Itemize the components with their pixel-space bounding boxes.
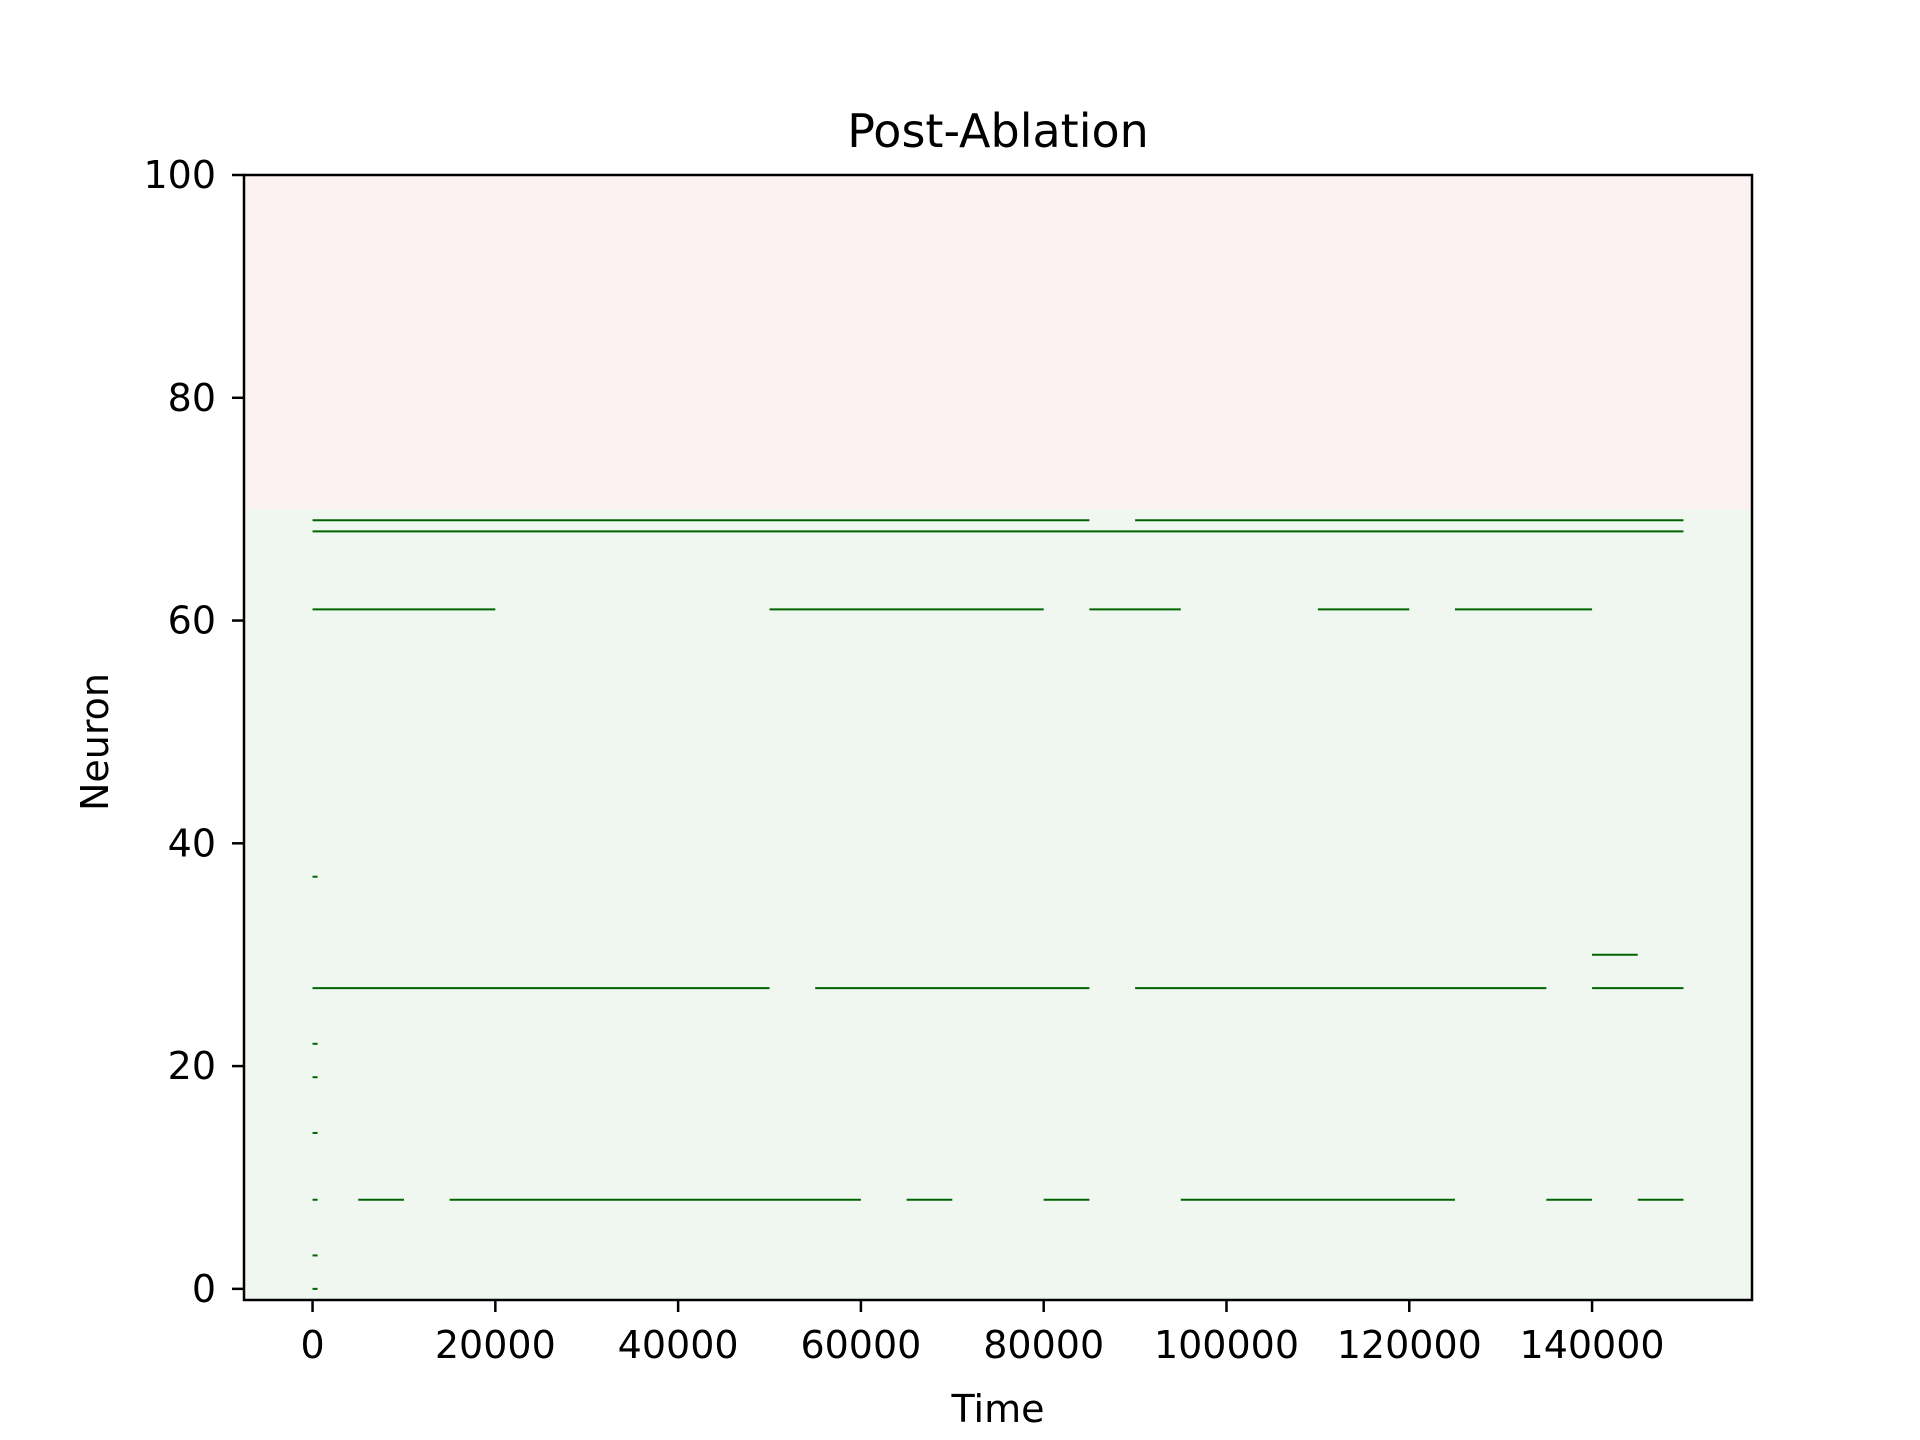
y-tick-label: 40 [168, 821, 216, 865]
spike-segments [312, 519, 1684, 1290]
region-band-0 [244, 175, 1752, 510]
background-regions [244, 175, 1752, 1300]
x-axis-label: Time [951, 1387, 1045, 1431]
y-tick-label: 100 [143, 153, 216, 197]
y-tick-label: 0 [192, 1267, 216, 1311]
x-tick-label: 140000 [1520, 1323, 1665, 1367]
y-tick-label: 60 [168, 599, 216, 643]
x-tick-label: 100000 [1154, 1323, 1299, 1367]
x-tick-label: 20000 [435, 1323, 556, 1367]
x-axis-ticks: 0 20000 40000 60000 80000 100000 120000 140000 [300, 1300, 1665, 1367]
y-tick-label: 20 [168, 1044, 216, 1088]
y-axis-ticks: 0 20 40 60 80 100 [143, 153, 244, 1311]
x-tick-label: 80000 [983, 1323, 1104, 1367]
y-axis-label: Neuron [73, 673, 117, 811]
x-tick-label: 60000 [800, 1323, 921, 1367]
region-band-1 [244, 509, 1752, 1300]
x-tick-label: 40000 [618, 1323, 739, 1367]
x-tick-label: 0 [300, 1323, 324, 1367]
x-tick-label: 120000 [1337, 1323, 1482, 1367]
plot-frame [242, 173, 1754, 1302]
chart-title: Post-Ablation [847, 104, 1149, 158]
y-tick-label: 80 [168, 376, 216, 420]
